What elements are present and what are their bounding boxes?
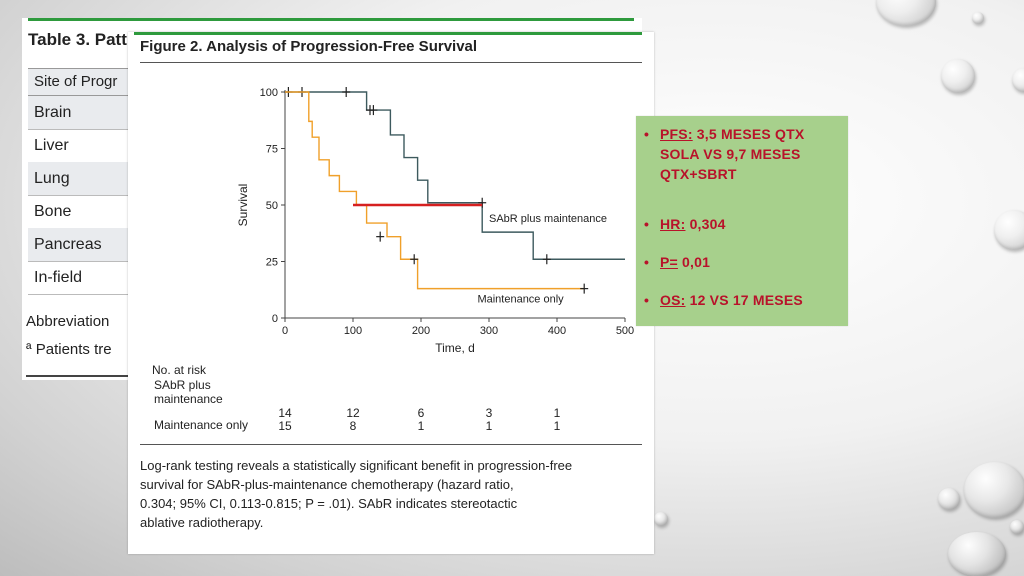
bullet-value: QTX+SBRT	[660, 166, 737, 182]
at-risk-value: 6	[417, 406, 425, 420]
y-tick-label: 100	[260, 87, 278, 99]
x-axis-label: Time, d	[435, 341, 475, 355]
table-row: Pancreas	[28, 228, 144, 262]
x-tick-label: 200	[412, 325, 430, 337]
at-risk-group-1-label: SAbR plus maintenance	[154, 378, 223, 406]
summary-box: • PFS: 3,5 MESES QTX SOLA VS 9,7 MESES QTX…	[636, 116, 848, 326]
bullet-hr: • HR: 0,304	[644, 214, 840, 234]
series-label-1: SAbR plus maintenance	[489, 213, 607, 225]
bullet-dot: •	[644, 126, 650, 142]
table-footnote: Abbreviation	[26, 313, 110, 330]
bullet-dot: •	[644, 254, 650, 270]
at-risk-group-2-label: Maintenance only	[154, 418, 249, 432]
bullet-p: • P= 0,01	[644, 252, 840, 272]
km-chart: 0 25 50 75 100 0 100 200 300 400 500 Time, d Surviva…	[236, 87, 634, 355]
table-footnote: ª Patients tre	[26, 341, 112, 358]
y-axis-label: Survival	[236, 184, 250, 227]
bullet-text: HR: 0,304	[660, 214, 840, 234]
water-drop-decoration	[941, 59, 975, 93]
caption-line: Log-rank testing reveals a statistically…	[140, 458, 573, 473]
at-risk-value: 8	[349, 419, 357, 433]
chart-curves	[284, 87, 625, 294]
water-drop-decoration	[972, 12, 984, 24]
bullet-text: OS: 12 VS 17 MESES	[660, 290, 840, 310]
at-risk-value: 1	[553, 419, 561, 433]
y-tick-label: 25	[266, 257, 278, 269]
bullet-value: 12 VS 17 MESES	[685, 292, 803, 308]
water-drop-decoration	[964, 462, 1024, 518]
x-tick-label: 500	[616, 325, 634, 337]
water-drop-decoration	[654, 512, 668, 526]
water-drop-decoration	[876, 0, 936, 26]
bullet-text: PFS: 3,5 MESES QTX SOLA VS 9,7 MESES QTX+S…	[660, 124, 840, 184]
water-drop-decoration	[994, 210, 1024, 250]
bullet-dot: •	[644, 216, 650, 232]
at-risk-value: 14	[278, 406, 292, 420]
bullet-value: 0,304	[685, 216, 726, 232]
bullet-value: SOLA VS 9,7 MESES	[660, 146, 801, 162]
at-risk-value: 12	[346, 406, 360, 420]
y-tick-label: 50	[266, 200, 278, 212]
bullet-os: • OS: 12 VS 17 MESES	[644, 290, 840, 310]
figure-title: Figure 2. Analysis of Progression-Free S…	[140, 38, 478, 55]
table-row: Brain	[28, 96, 144, 130]
at-risk-rule	[140, 444, 642, 445]
bullet-dot: •	[644, 292, 650, 308]
series-line-2	[285, 91, 585, 290]
chart-axes	[281, 90, 626, 322]
bullet-key: PFS:	[660, 126, 693, 142]
bullet-pfs: • PFS: 3,5 MESES QTX SOLA VS 9,7 MESES QTX…	[644, 124, 840, 184]
table-row: Liver	[28, 129, 144, 163]
bullet-key: P=	[660, 254, 678, 270]
bullet-key: OS:	[660, 292, 686, 308]
caption-line: survival for SAbR-plus-maintenance chemo…	[140, 477, 514, 492]
water-drop-decoration	[1012, 68, 1024, 92]
caption-line: ablative radiotherapy.	[140, 515, 264, 530]
table-header: Site of Progr	[28, 68, 144, 96]
figure-caption: Log-rank testing reveals a statistically…	[140, 456, 640, 532]
figure-panel: Figure 2. Analysis of Progression-Free S…	[128, 32, 654, 554]
figure-top-rule	[134, 32, 642, 35]
at-risk-group-1-line2: maintenance	[154, 392, 223, 406]
x-tick-label: 400	[548, 325, 566, 337]
water-drop-decoration	[938, 488, 960, 510]
bullet-key: HR:	[660, 216, 686, 232]
at-risk-title: No. at risk	[152, 363, 207, 377]
x-tick-label: 100	[344, 325, 362, 337]
y-tick-label: 75	[266, 144, 278, 156]
table-title: Table 3. Patt	[28, 30, 127, 49]
table-row: In-field	[28, 261, 144, 295]
at-risk-value: 1	[417, 419, 425, 433]
bullet-text: P= 0,01	[660, 252, 840, 272]
bullet-value: 3,5 MESES QTX	[692, 126, 805, 142]
at-risk-value: 15	[278, 419, 292, 433]
table-row: Lung	[28, 162, 144, 196]
at-risk-value: 1	[553, 406, 561, 420]
at-risk-value: 3	[485, 406, 493, 420]
y-tick-label: 0	[272, 313, 278, 325]
at-risk-group-1-line1: SAbR plus	[154, 378, 211, 392]
chart-labels: 0 25 50 75 100 0 100 200 300 400 500 Time, d Surviva…	[236, 87, 634, 355]
water-drop-decoration	[948, 532, 1006, 576]
caption-line: 0.304; 95% CI, 0.113-0.815; P = .01). SA…	[140, 496, 518, 511]
x-tick-label: 300	[480, 325, 498, 337]
series-line-1	[285, 91, 625, 260]
x-tick-label: 0	[282, 325, 288, 337]
at-risk-value: 1	[485, 419, 493, 433]
table-row: Bone	[28, 195, 144, 229]
table-top-rule	[28, 18, 634, 21]
water-drop-decoration	[1010, 520, 1024, 534]
bullet-value: 0,01	[677, 254, 711, 270]
table-bottom-rule	[26, 375, 136, 377]
series-label-2: Maintenance only	[477, 294, 564, 306]
figure-title-rule	[140, 62, 642, 63]
